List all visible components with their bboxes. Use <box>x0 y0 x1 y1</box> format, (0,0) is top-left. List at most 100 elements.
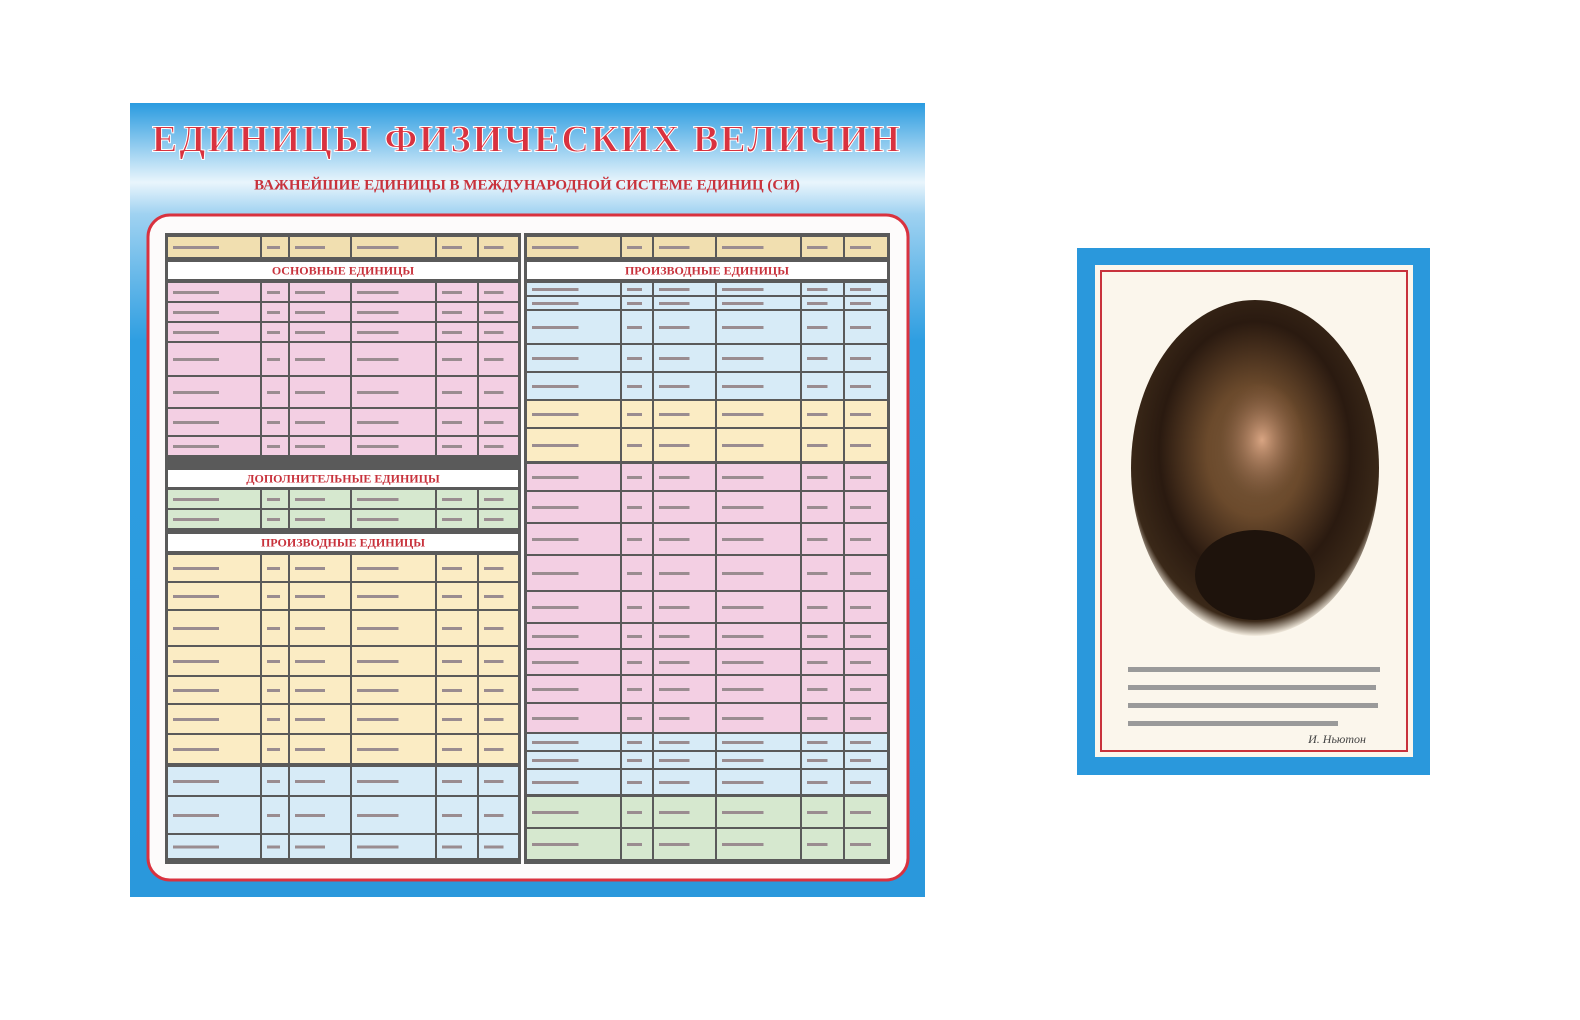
cell-text <box>532 741 579 744</box>
cell-text <box>267 391 280 394</box>
cell-text <box>295 391 325 394</box>
cell-text <box>850 302 871 305</box>
cell-text <box>627 326 642 329</box>
cell-text <box>807 538 828 541</box>
cell-text <box>722 326 764 329</box>
cell-text <box>484 291 504 294</box>
cell-text <box>442 780 462 783</box>
cell-text <box>484 358 504 361</box>
cell-text <box>850 843 871 846</box>
cell-text <box>627 717 642 720</box>
cell-text <box>722 717 764 720</box>
cell-text <box>442 845 462 849</box>
cell-text <box>173 845 219 849</box>
cell-text <box>722 811 764 814</box>
cell-text <box>659 688 690 691</box>
cell-text <box>357 331 399 334</box>
cell-text <box>295 627 325 630</box>
cell-text <box>850 688 871 691</box>
cell-text <box>267 498 280 501</box>
cell-text <box>442 246 462 249</box>
cell-text <box>484 246 504 249</box>
cell-text <box>357 660 399 663</box>
cell-text <box>173 780 219 783</box>
cell-text <box>659 572 690 575</box>
cell-text <box>807 357 828 360</box>
quote-text <box>1128 667 1380 726</box>
cell-text <box>659 781 690 784</box>
cell-text <box>532 635 579 638</box>
cell-text <box>659 444 690 447</box>
cell-text <box>532 811 579 814</box>
cell-text <box>267 595 280 598</box>
cell-text <box>850 326 871 329</box>
cell-text <box>357 358 399 361</box>
cell-text <box>532 661 579 664</box>
cell-text <box>295 845 325 849</box>
cell-text <box>267 845 280 849</box>
cell-text <box>850 572 871 575</box>
cell-text <box>532 538 579 541</box>
cell-text <box>722 476 764 479</box>
poster-title: ЕДИНИЦЫ ФИЗИЧЕСКИХ ВЕЛИЧИН <box>152 119 902 161</box>
cell-text <box>850 661 871 664</box>
cell-text <box>807 444 828 447</box>
portrait-poster: И. Ньютон <box>1077 248 1430 775</box>
cell-text <box>357 291 399 294</box>
cell-text <box>722 506 764 509</box>
cell-text <box>357 627 399 630</box>
cell-text <box>850 246 871 249</box>
cell-text <box>722 843 764 846</box>
section-band <box>168 534 518 551</box>
cell-text <box>442 331 462 334</box>
cell-text <box>484 421 504 424</box>
cell-text <box>532 444 579 447</box>
cell-text <box>442 391 462 394</box>
cell-text <box>267 421 280 424</box>
cell-text <box>357 814 399 817</box>
portrait-face <box>1220 382 1304 498</box>
cell-text <box>532 246 579 249</box>
quote-author: И. Ньютон <box>1307 732 1366 746</box>
cell-text <box>484 445 504 448</box>
cell-text <box>807 717 828 720</box>
cell-text <box>850 538 871 541</box>
cell-text <box>532 606 579 609</box>
cell-text <box>722 688 764 691</box>
cell-text <box>532 288 579 291</box>
cell-text <box>807 781 828 784</box>
cell-text <box>722 606 764 609</box>
cell-text <box>659 506 690 509</box>
cell-text <box>442 689 462 692</box>
cell-text <box>442 358 462 361</box>
cell-text <box>850 444 871 447</box>
cell-text <box>722 357 764 360</box>
cell-text <box>357 748 399 751</box>
cell-text <box>173 358 219 361</box>
section-band <box>168 470 518 487</box>
cell-text <box>442 498 462 501</box>
cell-text <box>173 421 219 424</box>
cell-text <box>173 311 219 314</box>
quote-line <box>1128 721 1338 726</box>
cell-text <box>627 759 642 762</box>
cell-text <box>532 357 579 360</box>
cell-text <box>532 843 579 846</box>
cell-text <box>295 311 325 314</box>
cell-text <box>627 843 642 846</box>
cell-text <box>659 811 690 814</box>
cell-text <box>850 635 871 638</box>
cell-text <box>722 572 764 575</box>
cell-text <box>627 661 642 664</box>
cell-text <box>357 421 399 424</box>
cell-text <box>173 567 219 570</box>
cell-text <box>267 748 280 751</box>
cell-text <box>295 421 325 424</box>
cell-text <box>659 538 690 541</box>
section-band <box>168 262 518 279</box>
cell-text <box>722 741 764 744</box>
cell-text <box>442 421 462 424</box>
poster-subtitle: ВАЖНЕЙШИЕ ЕДИНИЦЫ В МЕЖДУНАРОДНОЙ СИСТЕМ… <box>254 176 800 193</box>
cell-text <box>357 445 399 448</box>
cell-text <box>659 326 690 329</box>
